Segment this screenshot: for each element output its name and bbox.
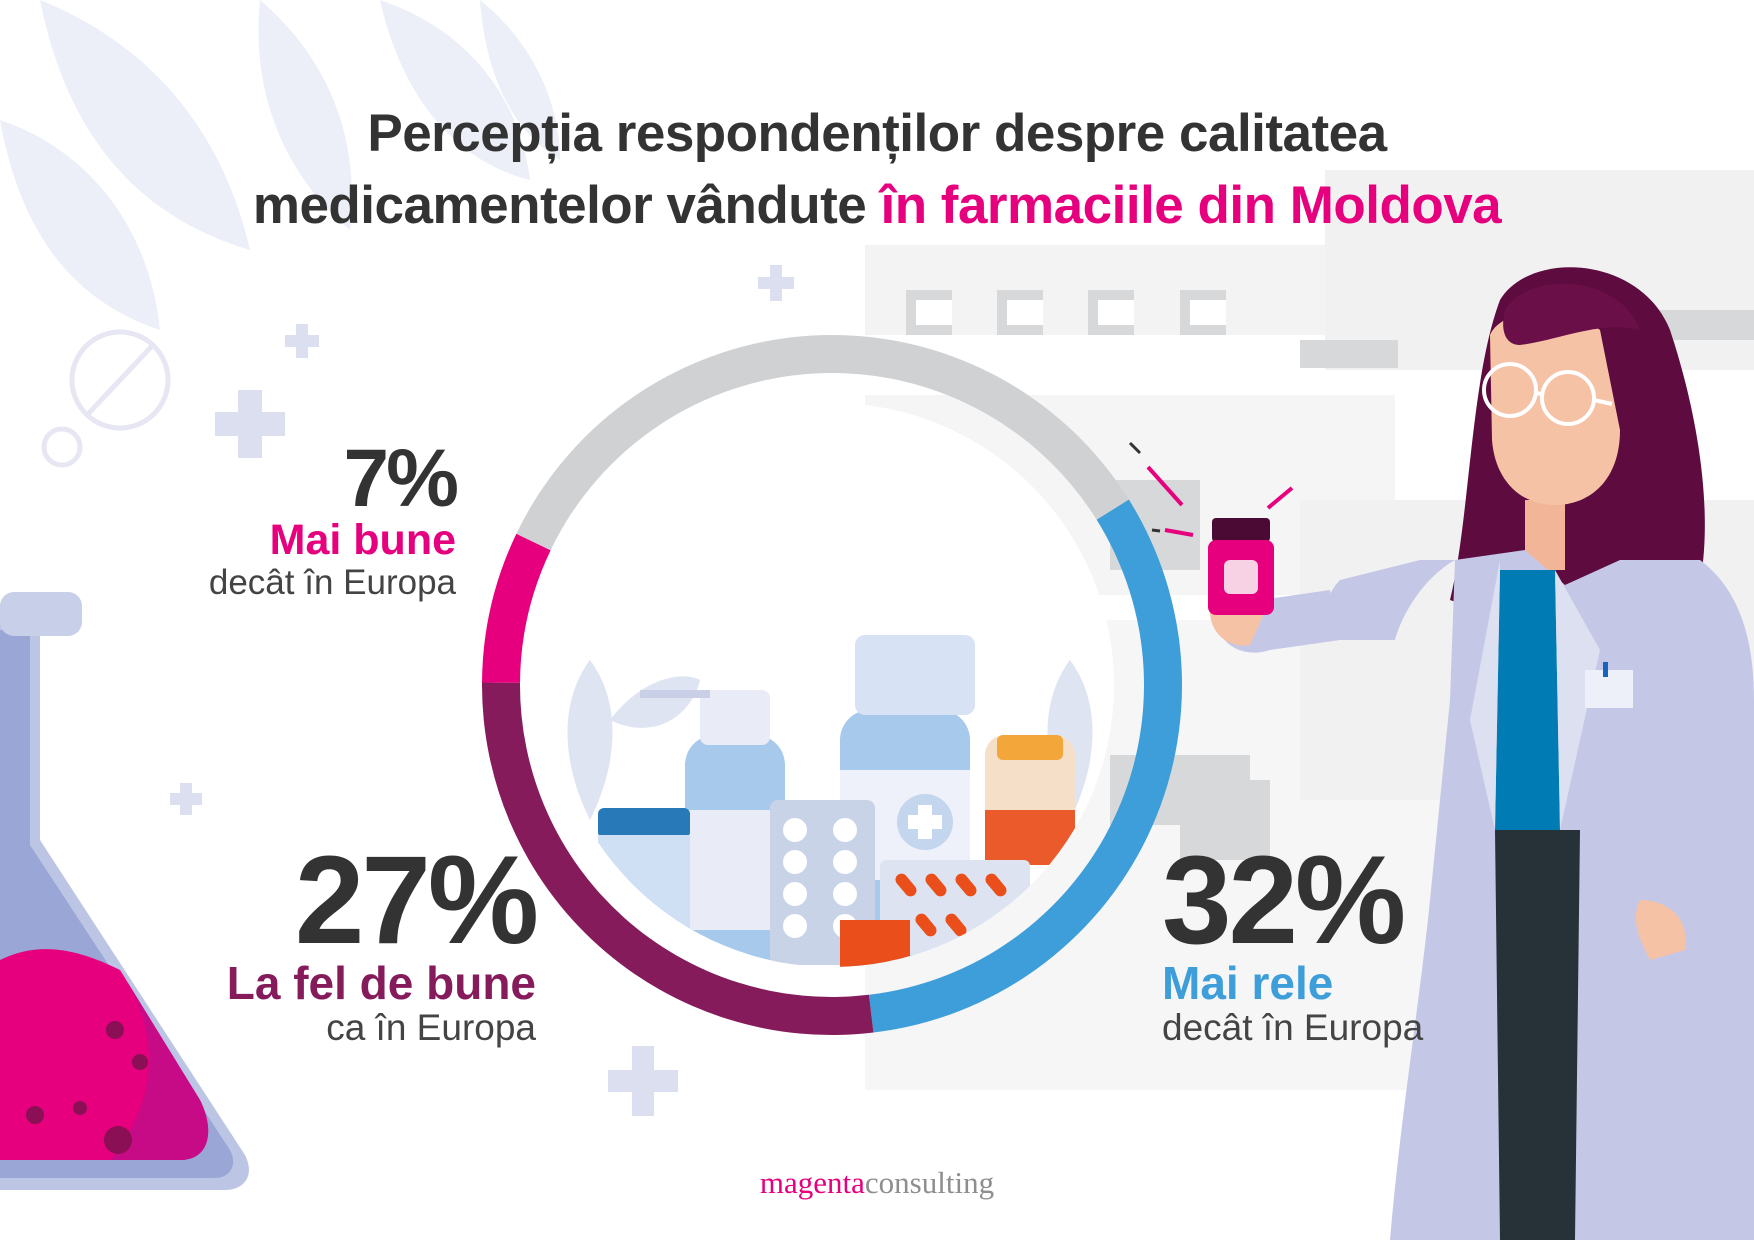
donut-segment-remainder: [516, 334, 1129, 551]
brand-logo: magentaconsulting: [0, 1165, 1754, 1201]
stat-same: 27% La fel de bune ca în Europa: [226, 831, 539, 1050]
title-line-1: Percepția respondenților despre calitate…: [367, 104, 1387, 163]
stat-worse: 32% Mai rele decât în Europa: [1162, 838, 1423, 1050]
brand-logo-part-1: magenta: [759, 1165, 865, 1200]
donut-segment-better: [482, 533, 551, 683]
stat-worse-value: 32%: [1162, 831, 1406, 970]
donut-segment-same: [482, 682, 874, 1036]
stat-better-value: 7%: [343, 433, 459, 524]
stat-better-sublabel: decât în Europa: [208, 563, 456, 603]
stat-worse-sublabel: decât în Europa: [1162, 1007, 1424, 1049]
medicine-illustration: [550, 403, 1114, 967]
donut-segments: [482, 334, 1183, 1036]
title-line-2-accent: în farmaciile din Moldova: [880, 176, 1502, 235]
brand-logo-part-2: consulting: [864, 1165, 995, 1200]
stat-same-value: 27%: [294, 831, 539, 970]
stat-same-label: La fel de bune: [226, 957, 536, 1009]
stat-worse-label: Mai rele: [1162, 957, 1334, 1009]
flask-illustration: [0, 592, 249, 1190]
no-symbol-decoration: [41, 329, 171, 468]
pharmacist-illustration: [1128, 267, 1754, 1240]
stat-better: 7% Mai bune decât în Europa: [208, 433, 459, 603]
plus-sign-decoration: [170, 265, 794, 1116]
title-line-2-plain: medicamentelor vândute: [252, 176, 867, 235]
page-title: Percepția respondenților despre calitate…: [0, 98, 1754, 242]
stat-same-sublabel: ca în Europa: [326, 1007, 536, 1049]
title-line-2: medicamentelor vândute în farmaciile din…: [0, 170, 1754, 242]
donut-segment-worse: [868, 499, 1183, 1033]
leaf-decoration: [0, 0, 560, 330]
stat-better-label: Mai bune: [269, 516, 456, 564]
